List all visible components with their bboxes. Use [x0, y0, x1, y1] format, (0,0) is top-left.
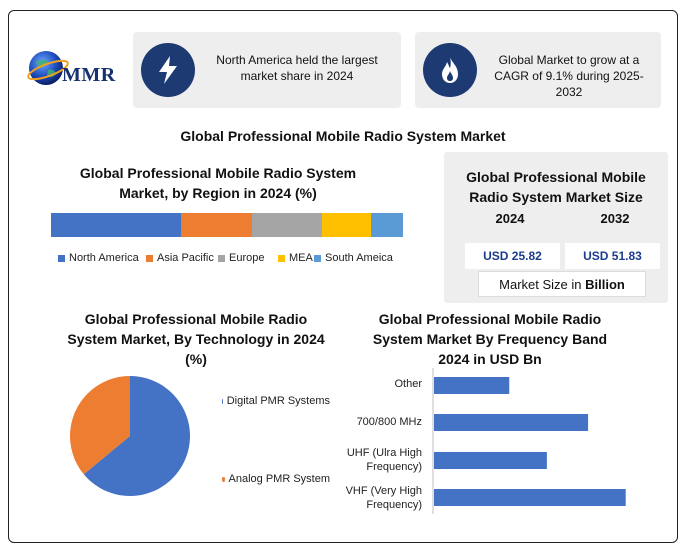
- legend-label: MEA: [289, 252, 313, 264]
- technology-chart-title: Global Professional Mobile Radio System …: [67, 311, 325, 367]
- legend-item: Europe: [218, 252, 264, 264]
- frequency-tick-label: 700/800 MHz: [356, 416, 422, 428]
- callout-text: North America held the largest market sh…: [216, 53, 378, 83]
- logo: [26, 46, 126, 90]
- frequency-bar-chart: [432, 368, 626, 514]
- region-segment-asia-pacific: [181, 213, 252, 237]
- legend-swatch: [58, 254, 65, 262]
- region-segment-north-america: [51, 213, 182, 237]
- flame-icon: [423, 43, 477, 97]
- callout-north-america: North America held the largest market sh…: [133, 32, 401, 108]
- year-2024: 2024: [495, 211, 525, 226]
- region-segment-south-ameica: [371, 213, 403, 237]
- globe-icon: [27, 51, 69, 85]
- frequency-tick-label: Other: [394, 378, 422, 390]
- frequency-bar: [434, 452, 547, 469]
- value-2024: USD 25.82: [465, 243, 560, 269]
- legend-label: Analog PMR System: [228, 473, 330, 485]
- region-legend: North America Asia Pacific Europe MEA South …: [58, 252, 418, 266]
- main-title: Global Professional Mobile Radio System …: [180, 128, 506, 144]
- legend-item: North America: [58, 252, 139, 264]
- pie-slice-analog: [69, 376, 130, 475]
- brand-name: MMR: [62, 64, 116, 86]
- legend-label: Europe: [229, 252, 265, 264]
- frequency-bar: [434, 377, 510, 394]
- market-size-title: Global Professional Mobile Radio System …: [466, 169, 646, 205]
- legend-swatch: [222, 476, 225, 482]
- frequency-chart-title: Global Professional Mobile Radio System …: [372, 311, 608, 367]
- callout-cagr: Global Market to grow at a CAGR of 9.1% …: [415, 32, 661, 108]
- frequency-bar: [434, 414, 589, 431]
- legend-label: North America: [69, 252, 139, 264]
- pie-legend-item: Digital PMR Systems: [222, 395, 330, 407]
- technology-pie: [69, 376, 190, 496]
- legend-swatch: [146, 254, 153, 262]
- lightning-icon: [141, 43, 195, 97]
- frequency-tick-label: VHF (Very High Frequency): [345, 485, 422, 511]
- region-segment-mea: [322, 213, 372, 237]
- callout-text: Global Market to grow at a CAGR of 9.1% …: [494, 53, 644, 99]
- legend-label: Asia Pacific: [157, 252, 214, 264]
- unit-label: Market Size in: [499, 276, 586, 292]
- legend-swatch: [222, 398, 223, 404]
- legend-swatch: [278, 254, 285, 262]
- legend-item: MEA: [278, 252, 313, 264]
- region-segment-europe: [251, 213, 323, 237]
- region-stacked-bar: [51, 213, 403, 237]
- legend-label: South Ameica: [325, 252, 393, 264]
- legend-swatch: [218, 254, 225, 262]
- value-2032: USD 51.83: [565, 243, 660, 269]
- legend-label: Digital PMR Systems: [226, 395, 330, 407]
- frequency-bar: [434, 489, 626, 506]
- unit-bold: Billion: [585, 276, 625, 292]
- pie-legend-item: Analog PMR System: [222, 473, 330, 485]
- year-2032: 2032: [600, 211, 630, 226]
- frequency-tick-label: UHF (Ulra High Frequency): [346, 447, 422, 473]
- legend-item: Asia Pacific: [146, 252, 214, 264]
- pie-slice-digital: [83, 376, 190, 496]
- legend-swatch: [314, 254, 321, 262]
- legend-item: South Ameica: [314, 252, 393, 264]
- region-chart-title: Global Professional Mobile Radio System …: [79, 165, 357, 201]
- unit-label-box: Market Size in Billion: [478, 271, 646, 297]
